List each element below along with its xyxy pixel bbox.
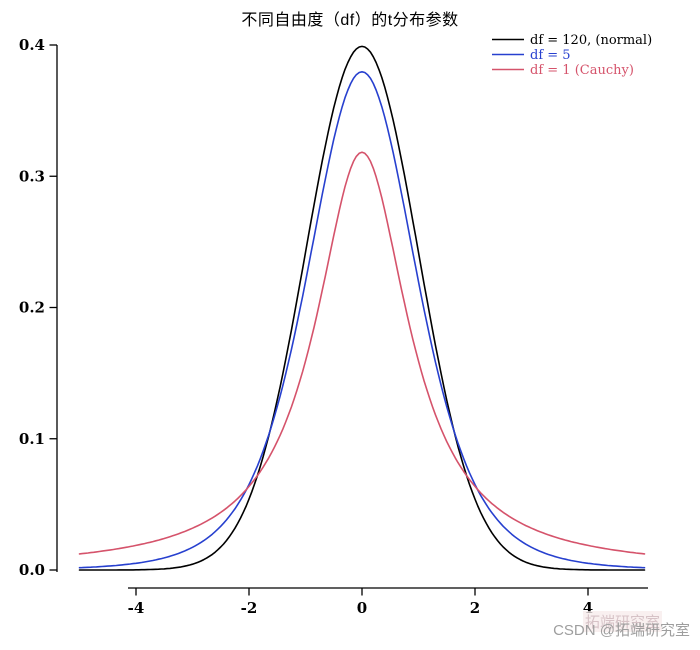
curve-df-120: [78, 45, 646, 571]
chart-title: 不同自由度（df）的t分布参数: [241, 12, 459, 29]
legend-label-df-5: df = 5: [530, 48, 571, 63]
y-tick-label: 0.0: [19, 561, 45, 579]
y-tick-label: 0.4: [19, 36, 45, 54]
legend-label-df-1: df = 1 (Cauchy): [530, 63, 634, 78]
watermark-echo: 拓端研究室: [582, 611, 662, 632]
curve-df-1: [78, 151, 646, 555]
x-tick-label: 4: [583, 599, 593, 617]
x-tick-label: -2: [241, 599, 258, 617]
y-tick-label: 0.1: [19, 430, 45, 448]
y-tick-label: 0.3: [19, 167, 45, 185]
x-tick-label: 2: [470, 599, 480, 617]
watermark: 拓端研究室 CSDN @拓端研究室: [553, 611, 690, 640]
legend-label-df-120: df = 120, (normal): [530, 33, 652, 48]
x-tick-label: -4: [128, 599, 145, 617]
curve-df-5: [78, 71, 646, 569]
watermark-text: CSDN @拓端研究室: [553, 622, 690, 639]
y-tick-label: 0.2: [19, 299, 45, 317]
x-tick-label: 0: [357, 599, 367, 617]
